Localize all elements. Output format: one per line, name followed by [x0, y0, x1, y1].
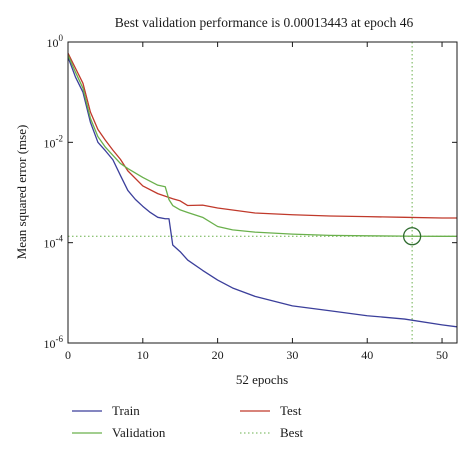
series-line-validation	[68, 54, 457, 237]
x-axis-title: 52 epochs	[236, 372, 288, 387]
axes-frame	[67, 41, 458, 344]
y-tick-label: 10-4	[44, 234, 64, 251]
chart-title: Best validation performance is 0.0001344…	[115, 15, 414, 30]
legend-label-best: Best	[280, 425, 304, 440]
legend-label-train: Train	[112, 403, 140, 418]
legend-label-test: Test	[280, 403, 302, 418]
y-tick-label: 10-6	[44, 334, 64, 351]
plot-area: 0 10 20 30 40 50 10-6 10-4 10-2 100	[44, 33, 458, 362]
x-tick-label: 30	[286, 348, 298, 362]
legend: Train Test Validation Best	[72, 403, 304, 440]
x-tick-label: 0	[65, 348, 71, 362]
y-tick-label: 10-2	[44, 133, 64, 150]
x-tick-label: 10	[137, 348, 149, 362]
x-tick-label: 20	[212, 348, 224, 362]
series-group	[68, 52, 457, 328]
legend-label-validation: Validation	[112, 425, 166, 440]
y-tick-label: 100	[47, 33, 64, 50]
y-axis-title: Mean squared error (mse)	[14, 125, 29, 260]
x-tick-label: 40	[361, 348, 373, 362]
x-tick-label: 50	[436, 348, 448, 362]
best-marker-circle	[402, 227, 422, 246]
series-line-train	[68, 56, 457, 328]
series-line-test	[68, 52, 457, 219]
